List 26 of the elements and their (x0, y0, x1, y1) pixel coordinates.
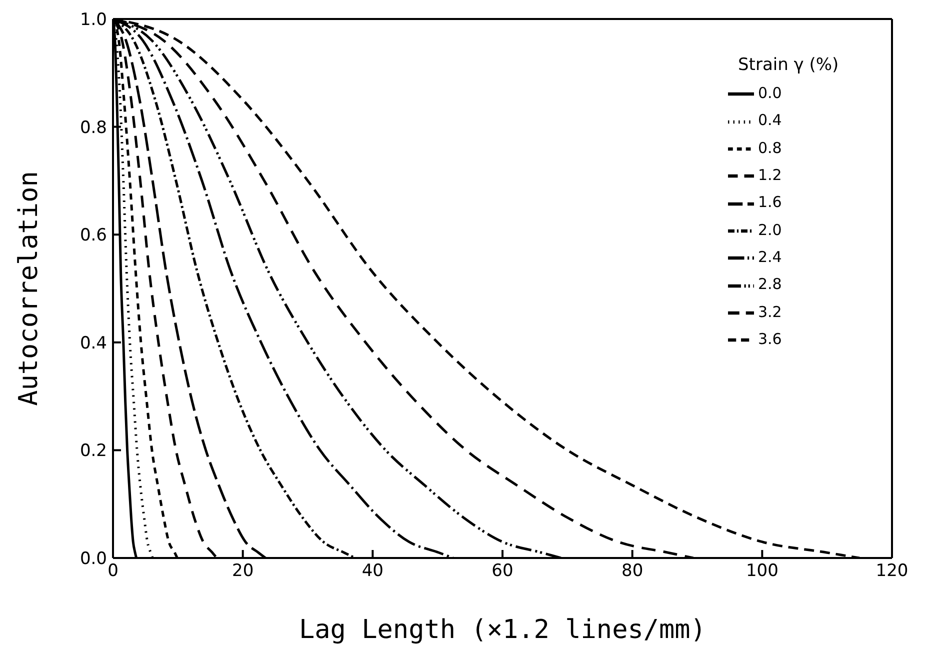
legend-label: 0.8 (758, 138, 782, 157)
y-tick-label: 0.0 (80, 549, 107, 570)
x-tick-label: 20 (232, 561, 254, 582)
y-tick-label: 0.2 (80, 441, 107, 462)
x-tick-label: 100 (746, 561, 778, 582)
legend-label: 2.4 (758, 248, 782, 266)
legend-label: 2.0 (758, 220, 782, 239)
x-tick-label: 120 (876, 561, 908, 582)
y-tick-label: 1.0 (80, 10, 107, 30)
y-tick-label: 0.6 (80, 226, 107, 246)
x-tick-label: 0 (108, 561, 118, 582)
y-tick-label: 0.4 (80, 333, 107, 354)
legend-label: 0.4 (758, 111, 782, 130)
legend-title: Strain γ (%) (738, 55, 839, 75)
x-tick-label: 40 (362, 561, 384, 582)
y-tick-label: 0.8 (80, 118, 107, 138)
legend-label: 1.6 (758, 193, 782, 212)
legend-label: 3.6 (758, 330, 782, 348)
legend-label: 3.2 (758, 302, 782, 321)
legend-label: 2.8 (758, 275, 782, 294)
x-tick-label: 80 (622, 561, 644, 582)
y-axis-title: Autocorrelation (14, 171, 44, 406)
x-axis-title: Lag Length (×1.2 lines/mm) (299, 615, 706, 645)
legend-label: 1.2 (758, 166, 782, 184)
legend-label: 0.0 (758, 84, 782, 102)
x-tick-label: 60 (492, 561, 514, 582)
